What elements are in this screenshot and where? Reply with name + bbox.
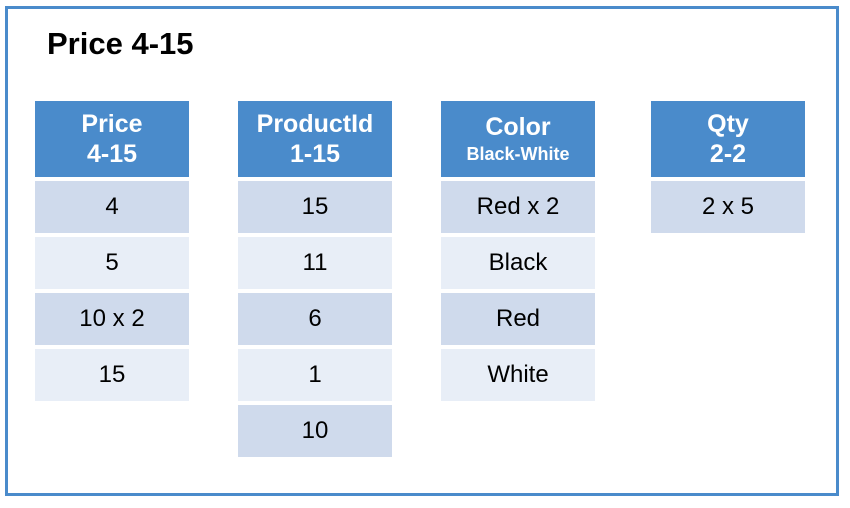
value-cell: 10 x 2 [35, 293, 189, 345]
column-range: 2-2 [709, 140, 747, 168]
value-cell: White [441, 349, 595, 401]
value-cell: 5 [35, 237, 189, 289]
value-cell: 2 x 5 [651, 181, 805, 233]
value-cell: 4 [35, 181, 189, 233]
diagram-title: Price 4-15 [47, 26, 194, 61]
value-cell: Red [441, 293, 595, 345]
value-cell: 15 [238, 181, 392, 233]
column-name: Qty [707, 110, 749, 138]
value-cell: 1 [238, 349, 392, 401]
column-productid: ProductId 1-15 15 11 6 1 10 [238, 101, 392, 457]
column-header: Qty 2-2 [651, 101, 805, 177]
column-range: 4-15 [86, 140, 138, 168]
value-cell: 6 [238, 293, 392, 345]
column-header: ProductId 1-15 [238, 101, 392, 177]
column-name: Color [485, 113, 551, 141]
diagram-frame [5, 6, 839, 496]
column-name: ProductId [256, 110, 374, 138]
column-range: 1-15 [289, 140, 341, 168]
column-range: Black-White [466, 144, 570, 164]
column-header: Price 4-15 [35, 101, 189, 177]
column-qty: Qty 2-2 2 x 5 [651, 101, 805, 233]
value-cell: 15 [35, 349, 189, 401]
value-cell: 10 [238, 405, 392, 457]
column-price: Price 4-15 4 5 10 x 2 15 [35, 101, 189, 401]
value-cell: Red x 2 [441, 181, 595, 233]
column-color: Color Black-White Red x 2 Black Red White [441, 101, 595, 401]
value-cell: Black [441, 237, 595, 289]
column-header: Color Black-White [441, 101, 595, 177]
column-name: Price [81, 110, 143, 138]
value-cell: 11 [238, 237, 392, 289]
